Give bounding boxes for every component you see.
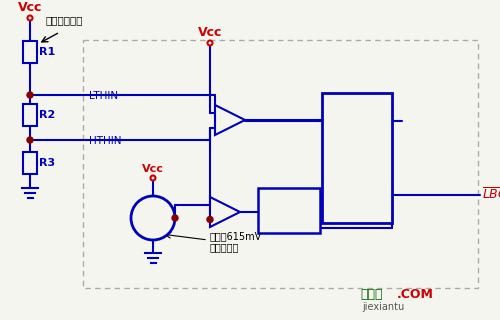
Text: Vcc: Vcc bbox=[198, 26, 222, 39]
Text: −: − bbox=[214, 213, 224, 226]
Text: +: + bbox=[148, 204, 158, 218]
Circle shape bbox=[150, 175, 156, 180]
Text: +: + bbox=[214, 199, 223, 210]
Text: R2: R2 bbox=[39, 110, 55, 120]
Circle shape bbox=[27, 92, 33, 98]
Text: R: R bbox=[326, 114, 338, 128]
Text: .COM: .COM bbox=[397, 289, 434, 301]
Polygon shape bbox=[210, 197, 240, 227]
Text: $\overline{LBO}$: $\overline{LBO}$ bbox=[482, 187, 500, 203]
Text: 高精度615mV: 高精度615mV bbox=[210, 231, 262, 241]
Bar bbox=[23, 152, 37, 174]
Bar bbox=[322, 93, 392, 223]
Text: R1: R1 bbox=[39, 47, 55, 57]
Bar bbox=[23, 104, 37, 126]
Text: 周期控制: 周期控制 bbox=[276, 211, 302, 221]
Bar bbox=[23, 41, 37, 63]
Text: +: + bbox=[219, 108, 228, 117]
Text: LTHIN: LTHIN bbox=[89, 91, 118, 101]
Text: $\overline{Q}$: $\overline{Q}$ bbox=[376, 185, 388, 205]
Text: jiexiantu: jiexiantu bbox=[362, 302, 404, 312]
Text: −: − bbox=[147, 219, 159, 233]
Text: 接线图: 接线图 bbox=[360, 289, 382, 301]
Bar bbox=[83, 40, 478, 288]
Text: −: − bbox=[219, 121, 230, 134]
Circle shape bbox=[208, 41, 212, 45]
Text: 参考电压源: 参考电压源 bbox=[210, 242, 240, 252]
Text: R3: R3 bbox=[39, 158, 55, 168]
Text: Vcc: Vcc bbox=[142, 164, 164, 174]
Text: LBO超时: LBO超时 bbox=[270, 197, 308, 207]
Text: Vcc: Vcc bbox=[18, 1, 42, 14]
Circle shape bbox=[131, 196, 175, 240]
Text: 外部分压网络: 外部分压网络 bbox=[45, 15, 82, 25]
Text: S: S bbox=[327, 188, 337, 202]
Polygon shape bbox=[215, 105, 245, 135]
Bar bbox=[258, 188, 320, 233]
Circle shape bbox=[27, 137, 33, 143]
Circle shape bbox=[172, 215, 178, 221]
Circle shape bbox=[207, 217, 213, 222]
Text: Q: Q bbox=[376, 114, 388, 128]
Text: HTHIN: HTHIN bbox=[89, 136, 122, 146]
Circle shape bbox=[28, 15, 32, 20]
